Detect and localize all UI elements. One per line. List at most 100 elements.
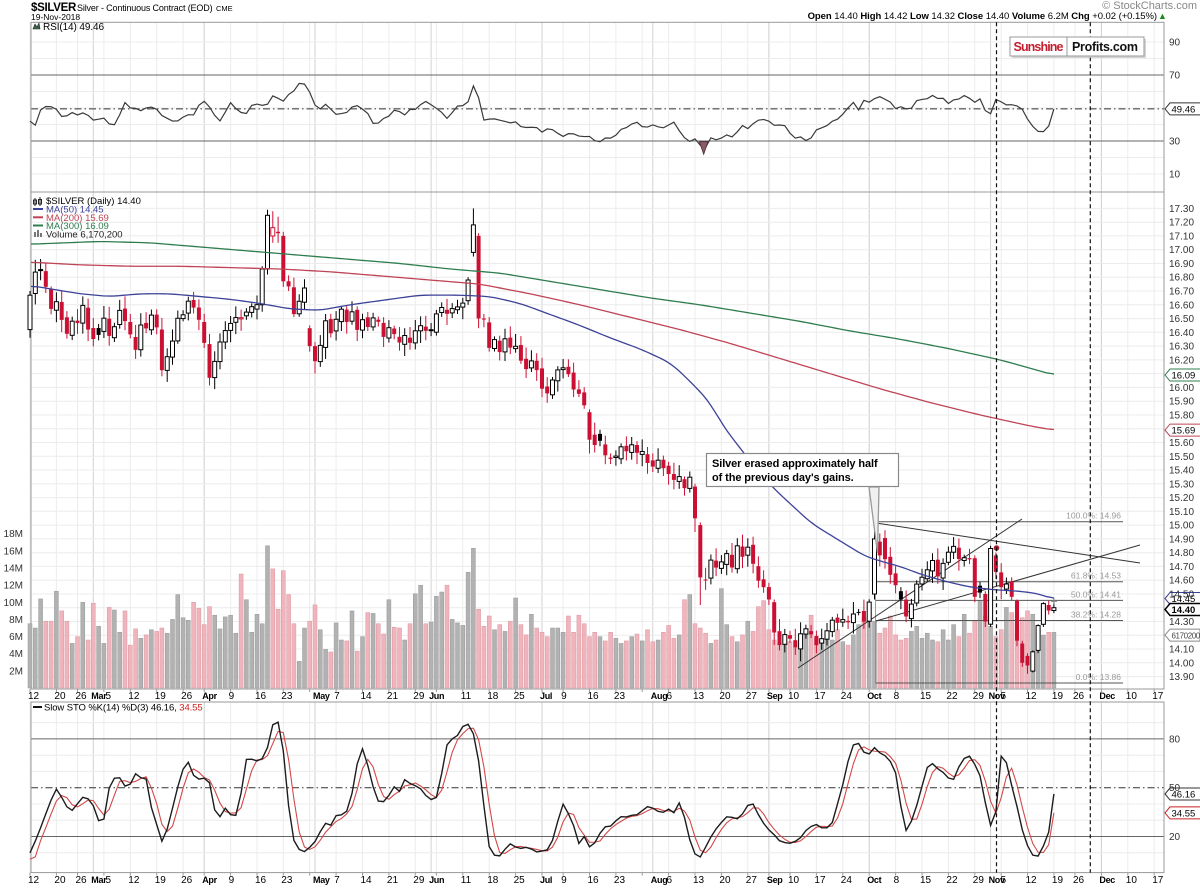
svg-text:26: 26 (181, 875, 193, 886)
svg-text:12: 12 (128, 875, 140, 886)
svg-text:10: 10 (788, 691, 800, 702)
svg-text:Apr: Apr (202, 691, 217, 701)
svg-text:17: 17 (814, 691, 826, 702)
svg-text:Jun: Jun (429, 691, 444, 701)
svg-text:14.10: 14.10 (1169, 645, 1194, 656)
svg-text:15.30: 15.30 (1169, 479, 1194, 490)
svg-text:61.8%: 14.53: 61.8%: 14.53 (1071, 571, 1121, 581)
svg-text:16.40: 16.40 (1169, 328, 1194, 339)
svg-text:12: 12 (128, 691, 140, 702)
svg-text:19-Nov-2018: 19-Nov-2018 (31, 12, 80, 22)
svg-text:20: 20 (1169, 832, 1181, 843)
svg-text:17.20: 17.20 (1169, 218, 1194, 229)
svg-text:Profits.com: Profits.com (1072, 40, 1138, 54)
svg-text:22: 22 (946, 875, 958, 886)
svg-text:24: 24 (841, 875, 853, 886)
svg-text:Mar: Mar (91, 691, 107, 701)
svg-text:16: 16 (588, 875, 600, 886)
svg-text:26: 26 (1073, 691, 1085, 702)
svg-text:May: May (313, 875, 330, 885)
svg-text:▲: ▲ (1158, 11, 1167, 21)
svg-text:23: 23 (614, 691, 626, 702)
svg-text:Jul: Jul (540, 691, 552, 701)
svg-text:16.30: 16.30 (1169, 342, 1194, 353)
svg-text:12: 12 (28, 875, 40, 886)
svg-text:12M: 12M (4, 581, 23, 592)
svg-text:16: 16 (588, 691, 600, 702)
svg-text:Oct: Oct (867, 691, 881, 701)
svg-text:Aug: Aug (651, 691, 668, 701)
svg-text:RSI(14) 49.46: RSI(14) 49.46 (43, 22, 104, 33)
svg-text:27: 27 (746, 691, 758, 702)
svg-text:14.50: 14.50 (1169, 590, 1194, 601)
svg-text:17: 17 (814, 875, 826, 886)
svg-text:90: 90 (1169, 38, 1181, 49)
svg-text:26: 26 (1073, 875, 1085, 886)
svg-text:19: 19 (1052, 875, 1064, 886)
svg-text:23: 23 (281, 875, 293, 886)
svg-text:29: 29 (413, 691, 425, 702)
svg-text:13: 13 (693, 875, 705, 886)
svg-text:16M: 16M (4, 546, 23, 557)
svg-text:9: 9 (561, 875, 567, 886)
svg-text:26: 26 (76, 875, 88, 886)
svg-text:14M: 14M (4, 564, 23, 575)
svg-text:11: 11 (461, 691, 472, 702)
svg-text:16.60: 16.60 (1169, 300, 1194, 311)
svg-text:16.70: 16.70 (1169, 287, 1194, 298)
svg-text:2M: 2M (9, 666, 23, 677)
svg-text:4M: 4M (9, 649, 23, 660)
svg-text:Sep: Sep (767, 691, 783, 701)
svg-text:Silver erased approximately ha: Silver erased approximately half (712, 458, 878, 470)
svg-text:29: 29 (413, 875, 425, 886)
svg-text:21: 21 (387, 875, 399, 886)
svg-text:15.69: 15.69 (1172, 426, 1196, 437)
svg-text:15.50: 15.50 (1169, 452, 1194, 463)
svg-text:70: 70 (1169, 71, 1181, 82)
svg-text:16.50: 16.50 (1169, 314, 1194, 325)
svg-text:38.2%: 14.28: 38.2%: 14.28 (1071, 610, 1121, 620)
svg-text:15: 15 (920, 691, 932, 702)
svg-text:27: 27 (746, 875, 758, 886)
svg-text:Sep: Sep (767, 875, 783, 885)
svg-text:Volume 6,170,200: Volume 6,170,200 (46, 229, 123, 240)
svg-text:16: 16 (255, 691, 267, 702)
svg-text:14.30: 14.30 (1169, 617, 1194, 628)
svg-text:15.60: 15.60 (1169, 438, 1194, 449)
svg-text:13: 13 (693, 691, 705, 702)
svg-text:May: May (313, 691, 330, 701)
svg-text:50.0%: 14.41: 50.0%: 14.41 (1071, 589, 1121, 599)
svg-text:Open 14.40 High 14.42 Low 14.3: Open 14.40 High 14.42 Low 14.32 Close 14… (808, 11, 1157, 22)
svg-text:80: 80 (1169, 734, 1181, 745)
svg-text:14.70: 14.70 (1169, 562, 1194, 573)
svg-text:17.10: 17.10 (1169, 231, 1194, 242)
svg-text:Dec: Dec (1099, 875, 1115, 885)
svg-text:Oct: Oct (867, 875, 881, 885)
svg-text:0.0%: 13.86: 0.0%: 13.86 (1076, 672, 1122, 682)
svg-text:30: 30 (1169, 137, 1181, 148)
svg-text:18: 18 (487, 691, 499, 702)
svg-text:19: 19 (1052, 691, 1064, 702)
svg-text:17: 17 (1152, 875, 1164, 886)
svg-text:10: 10 (1169, 170, 1181, 181)
svg-text:20: 20 (54, 875, 66, 886)
svg-text:21: 21 (387, 691, 399, 702)
svg-text:12: 12 (1026, 875, 1038, 886)
svg-text:24: 24 (841, 691, 853, 702)
svg-text:of the previous day's gains.: of the previous day's gains. (712, 472, 854, 484)
svg-text:12: 12 (28, 691, 40, 702)
svg-text:12: 12 (1026, 691, 1038, 702)
svg-text:6M: 6M (9, 632, 23, 643)
svg-text:15.20: 15.20 (1169, 493, 1194, 504)
svg-text:Slow STO %K(14) %D(3) 46.16, 3: Slow STO %K(14) %D(3) 46.16, 34.55 (44, 703, 203, 714)
svg-text:15.90: 15.90 (1169, 397, 1194, 408)
svg-text:6170200: 6170200 (1172, 632, 1200, 641)
svg-text:15.00: 15.00 (1169, 521, 1194, 532)
svg-text:49.46: 49.46 (1172, 104, 1196, 115)
svg-text:11: 11 (461, 875, 472, 886)
svg-text:9: 9 (229, 875, 235, 886)
svg-text:15.10: 15.10 (1169, 507, 1194, 518)
svg-text:25: 25 (514, 691, 526, 702)
svg-text:18: 18 (487, 875, 499, 886)
svg-text:17: 17 (1152, 691, 1164, 702)
